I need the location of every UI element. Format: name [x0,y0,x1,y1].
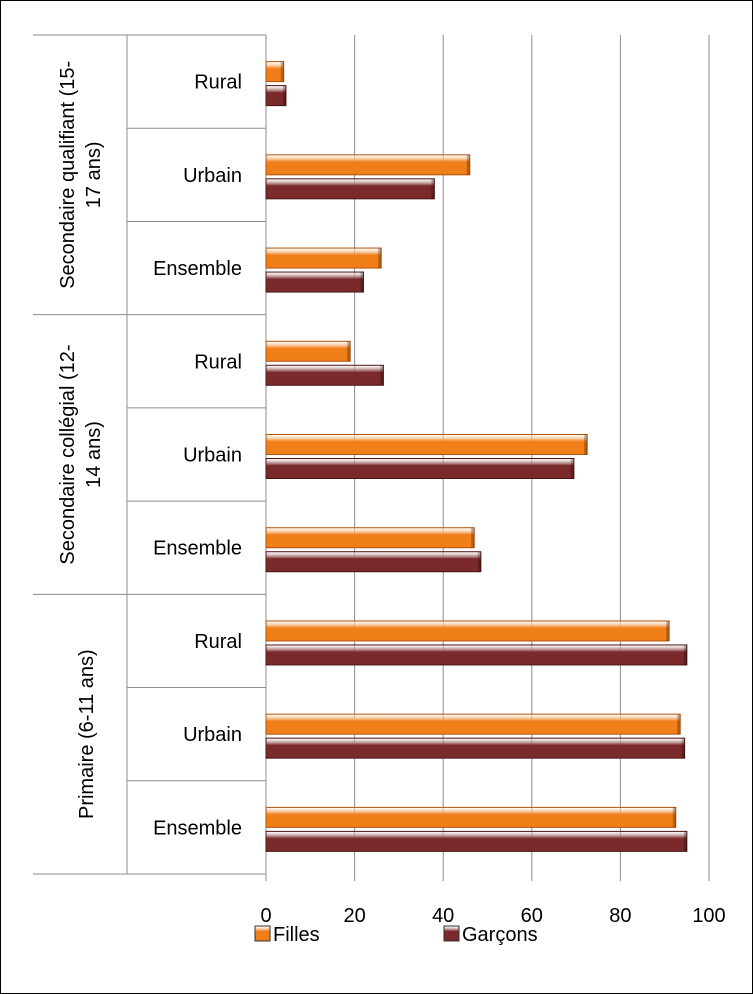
bar-garcons [265,271,364,293]
category-label: Ensemble [153,538,242,560]
bar-end-bevel [471,527,475,548]
category-label: Urbain [183,445,242,467]
bar-end-bevel [681,738,685,759]
bar-end-bevel [280,61,284,82]
category-label: Rural [194,72,242,94]
bar-end-bevel [282,85,286,106]
bar-end-bevel [360,272,364,293]
bar-garcons [265,178,435,200]
group-label: Secondaire collégial (12- 14 ans) [57,344,105,564]
legend-label-filles: Filles [273,924,320,946]
group-label: Primaire (6-11 ans) [76,649,98,819]
bar-garcons [265,830,688,852]
bar-end-bevel [477,551,481,572]
group-label-line: Primaire (6-11 ans) [76,649,98,819]
bar-end-bevel [683,831,687,852]
bar-end-bevel [380,365,384,386]
category-label: Rural [194,351,242,373]
bar-garcons [265,364,384,386]
category-label: Urbain [183,165,242,187]
bar-filles [265,340,351,362]
category-label: Rural [194,631,242,653]
bar-end-bevel [683,644,687,665]
group-label-line: 17 ans) [83,141,105,208]
bar-garcons [265,737,686,759]
group-label-line: 14 ans) [83,421,105,488]
category-label: Urbain [183,724,242,746]
x-tick-label: 20 [343,905,365,927]
bar-end-bevel [584,434,588,455]
bar-end-bevel [431,178,435,199]
bar-end-bevel [378,248,382,269]
bar-filles [265,620,670,642]
group-label-line: Secondaire collégial (12- [57,344,79,564]
bar-filles [265,806,677,828]
bar-filles [265,434,588,455]
bar-garcons [265,458,575,479]
x-tick-label: 0 [260,905,271,927]
x-tick-label: 80 [609,905,631,927]
bar-end-bevel [677,714,681,735]
bar-end-bevel [466,154,470,175]
bar-filles [265,713,681,735]
category-label: Ensemble [153,258,242,280]
x-tick-label: 60 [521,905,543,927]
bar-garcons [265,85,287,107]
bar-filles [265,527,475,549]
group-label: Secondaire qualifiant (15- 17 ans) [57,61,105,289]
x-tick-label: 40 [432,905,454,927]
bar-filles [265,154,471,176]
bar-filles [265,247,382,269]
bar-garcons [265,551,482,573]
legend-label-garcons: Garçons [462,924,538,946]
bar-end-bevel [347,341,351,362]
bar-end-bevel [666,620,670,641]
legend-swatch-filles [254,925,271,942]
bar-end-bevel [672,807,676,828]
legend-swatch-garcons [443,925,460,942]
bar-end-bevel [570,458,574,479]
x-tick-label: 100 [692,905,725,927]
bar-filles [265,61,285,83]
bar-garcons [265,644,688,666]
group-label-line: Secondaire qualifiant (15- [57,61,79,289]
category-label: Ensemble [153,817,242,839]
